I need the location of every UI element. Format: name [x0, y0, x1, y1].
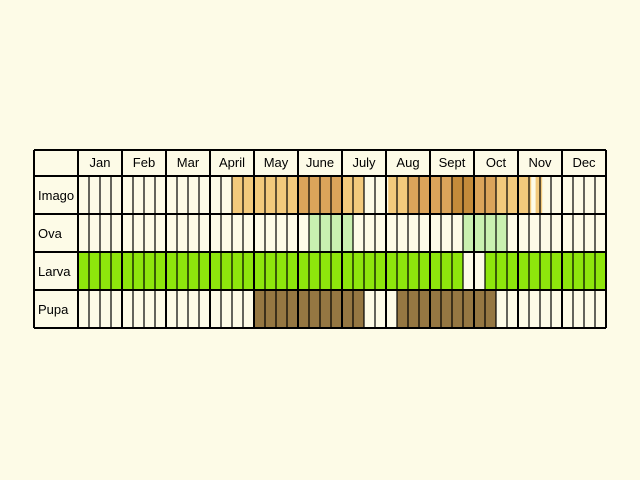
- month-label-april: April: [219, 155, 245, 170]
- month-label-sept: Sept: [439, 155, 466, 170]
- stage-label-imago: Imago: [38, 188, 74, 203]
- imago-activity-bar-11: [496, 176, 532, 214]
- stage-label-larva: Larva: [38, 264, 71, 279]
- stage-label-ova: Ova: [38, 226, 63, 241]
- larva-activity-bar-2: [485, 252, 606, 290]
- larva-activity-bar-1: [78, 252, 463, 290]
- month-label-aug: Aug: [396, 155, 419, 170]
- month-label-nov: Nov: [528, 155, 552, 170]
- imago-activity-bar-12: [535, 176, 543, 214]
- imago-activity-bar-1: [232, 176, 265, 214]
- month-label-feb: Feb: [133, 155, 155, 170]
- month-label-june: June: [306, 155, 334, 170]
- imago-activity-bar-6: [388, 176, 408, 214]
- month-label-mar: Mar: [177, 155, 200, 170]
- month-label-may: May: [264, 155, 289, 170]
- month-label-dec: Dec: [572, 155, 596, 170]
- month-label-oct: Oct: [486, 155, 507, 170]
- month-label-jan: Jan: [90, 155, 111, 170]
- month-label-july: July: [352, 155, 376, 170]
- stage-label-pupa: Pupa: [38, 302, 69, 317]
- pupa-activity-bar-2: [397, 290, 496, 328]
